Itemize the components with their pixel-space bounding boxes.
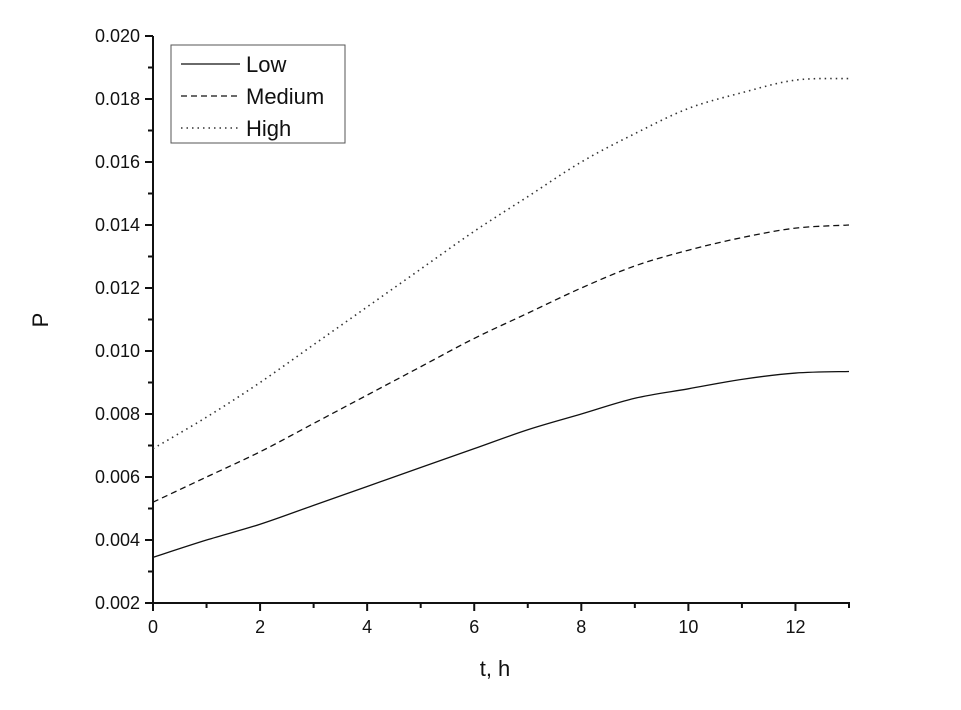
x-tick-label: 12 bbox=[785, 617, 805, 637]
y-tick-label: 0.012 bbox=[95, 278, 140, 298]
x-tick-label: 8 bbox=[576, 617, 586, 637]
y-tick-label: 0.004 bbox=[95, 530, 140, 550]
series-line-medium bbox=[152, 224, 850, 503]
x-tick-label: 4 bbox=[362, 617, 372, 637]
y-tick-label: 0.008 bbox=[95, 404, 140, 424]
y-tick-label: 0.010 bbox=[95, 341, 140, 361]
y-axis-label: P bbox=[28, 313, 53, 328]
x-tick-label: 2 bbox=[255, 617, 265, 637]
x-axis-ticks: 0 2 4 6 8 10 12 bbox=[148, 603, 850, 637]
y-tick-label: 0.016 bbox=[95, 152, 140, 172]
plot-area bbox=[152, 77, 850, 558]
y-tick-label: 0.014 bbox=[95, 215, 140, 235]
x-tick-label: 0 bbox=[148, 617, 158, 637]
y-axis-ticks: 0.002 0.004 0.006 0.008 0.010 0.012 0.014 0.016… bbox=[95, 26, 153, 613]
legend-label-medium: Medium bbox=[246, 84, 324, 109]
legend-label-low: Low bbox=[246, 52, 286, 77]
x-tick-label: 10 bbox=[678, 617, 698, 637]
y-tick-label: 0.018 bbox=[95, 89, 140, 109]
legend-box bbox=[170, 44, 346, 144]
x-axis-label: t, h bbox=[480, 656, 511, 681]
legend: Low Medium High bbox=[170, 44, 346, 144]
y-tick-label: 0.020 bbox=[95, 26, 140, 46]
legend-label-high: High bbox=[246, 116, 291, 141]
series-line-low bbox=[152, 370, 850, 558]
y-tick-label: 0.002 bbox=[95, 593, 140, 613]
x-tick-label: 6 bbox=[469, 617, 479, 637]
y-tick-label: 0.006 bbox=[95, 467, 140, 487]
